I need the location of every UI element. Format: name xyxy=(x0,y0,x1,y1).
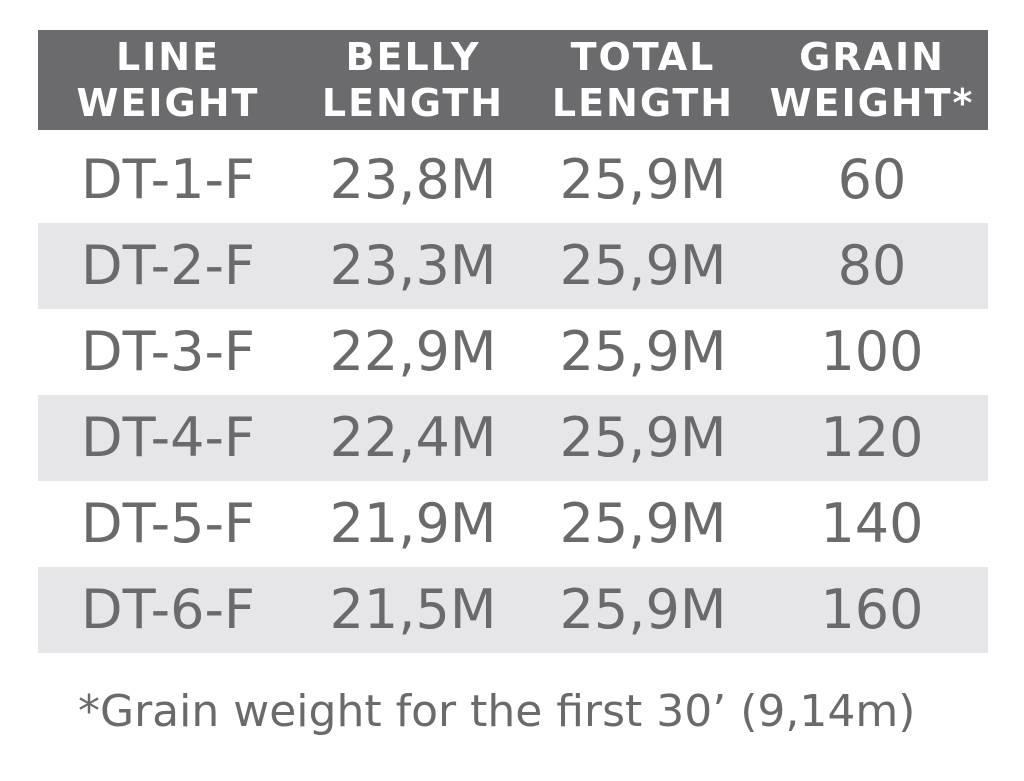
table-cell: 21,9M xyxy=(329,492,497,555)
header-cell: TOTAL LENGTH xyxy=(523,34,763,126)
table-cell: 60 xyxy=(837,148,907,211)
header-line: LINE xyxy=(115,35,221,79)
table-row: DT-5-F 21,9M 25,9M 140 xyxy=(38,481,988,567)
table-cell: 140 xyxy=(820,492,924,555)
table-cell: 25,9M xyxy=(559,148,727,211)
table-cell: 80 xyxy=(837,234,907,297)
header-cell: BELLY LENGTH xyxy=(293,34,533,126)
table-cell: DT-2-F xyxy=(81,234,255,297)
table-row: DT-6-F 21,5M 25,9M 160 xyxy=(38,567,988,653)
header-line: WEIGHT* xyxy=(769,81,975,125)
table-cell: 21,5M xyxy=(329,578,497,641)
header-cell: GRAIN WEIGHT* xyxy=(752,34,992,126)
header-line: WEIGHT xyxy=(76,81,260,125)
table-row: DT-3-F 22,9M 25,9M 100 xyxy=(38,309,988,395)
table-cell: 22,4M xyxy=(329,406,497,469)
table-cell: 23,3M xyxy=(329,234,497,297)
table-cell: 23,8M xyxy=(329,148,497,211)
header-row: LINE WEIGHT BELLY LENGTH TOTAL LENGTH GRAIN WEI… xyxy=(38,30,988,130)
table-row: DT-4-F 22,4M 25,9M 120 xyxy=(38,395,988,481)
table-cell: DT-4-F xyxy=(81,406,255,469)
header-cell: LINE WEIGHT xyxy=(48,34,288,126)
table-cell: 25,9M xyxy=(559,234,727,297)
table-cell: 25,9M xyxy=(559,492,727,555)
table-cell: DT-5-F xyxy=(81,492,255,555)
header-line: TOTAL xyxy=(570,35,716,79)
header-line: GRAIN xyxy=(799,35,945,79)
table-cell: 160 xyxy=(820,578,924,641)
header-line: LENGTH xyxy=(551,81,735,125)
table-cell: 120 xyxy=(820,406,924,469)
table-cell: DT-6-F xyxy=(81,578,255,641)
table-cell: 25,9M xyxy=(559,406,727,469)
table-cell: 25,9M xyxy=(559,320,727,383)
table-row: DT-2-F 23,3M 25,9M 80 xyxy=(38,223,988,309)
table-cell: 100 xyxy=(820,320,924,383)
header-line: BELLY xyxy=(345,35,481,79)
table-cell: DT-1-F xyxy=(81,148,255,211)
table-cell: 25,9M xyxy=(559,578,727,641)
table-row: DT-1-F 23,8M 25,9M 60 xyxy=(38,137,988,223)
table-cell: DT-3-F xyxy=(81,320,255,383)
table-cell: 22,9M xyxy=(329,320,497,383)
footnote: *Grain weight for the first 30’ (9,14m) xyxy=(78,686,916,737)
header-line: LENGTH xyxy=(321,81,505,125)
